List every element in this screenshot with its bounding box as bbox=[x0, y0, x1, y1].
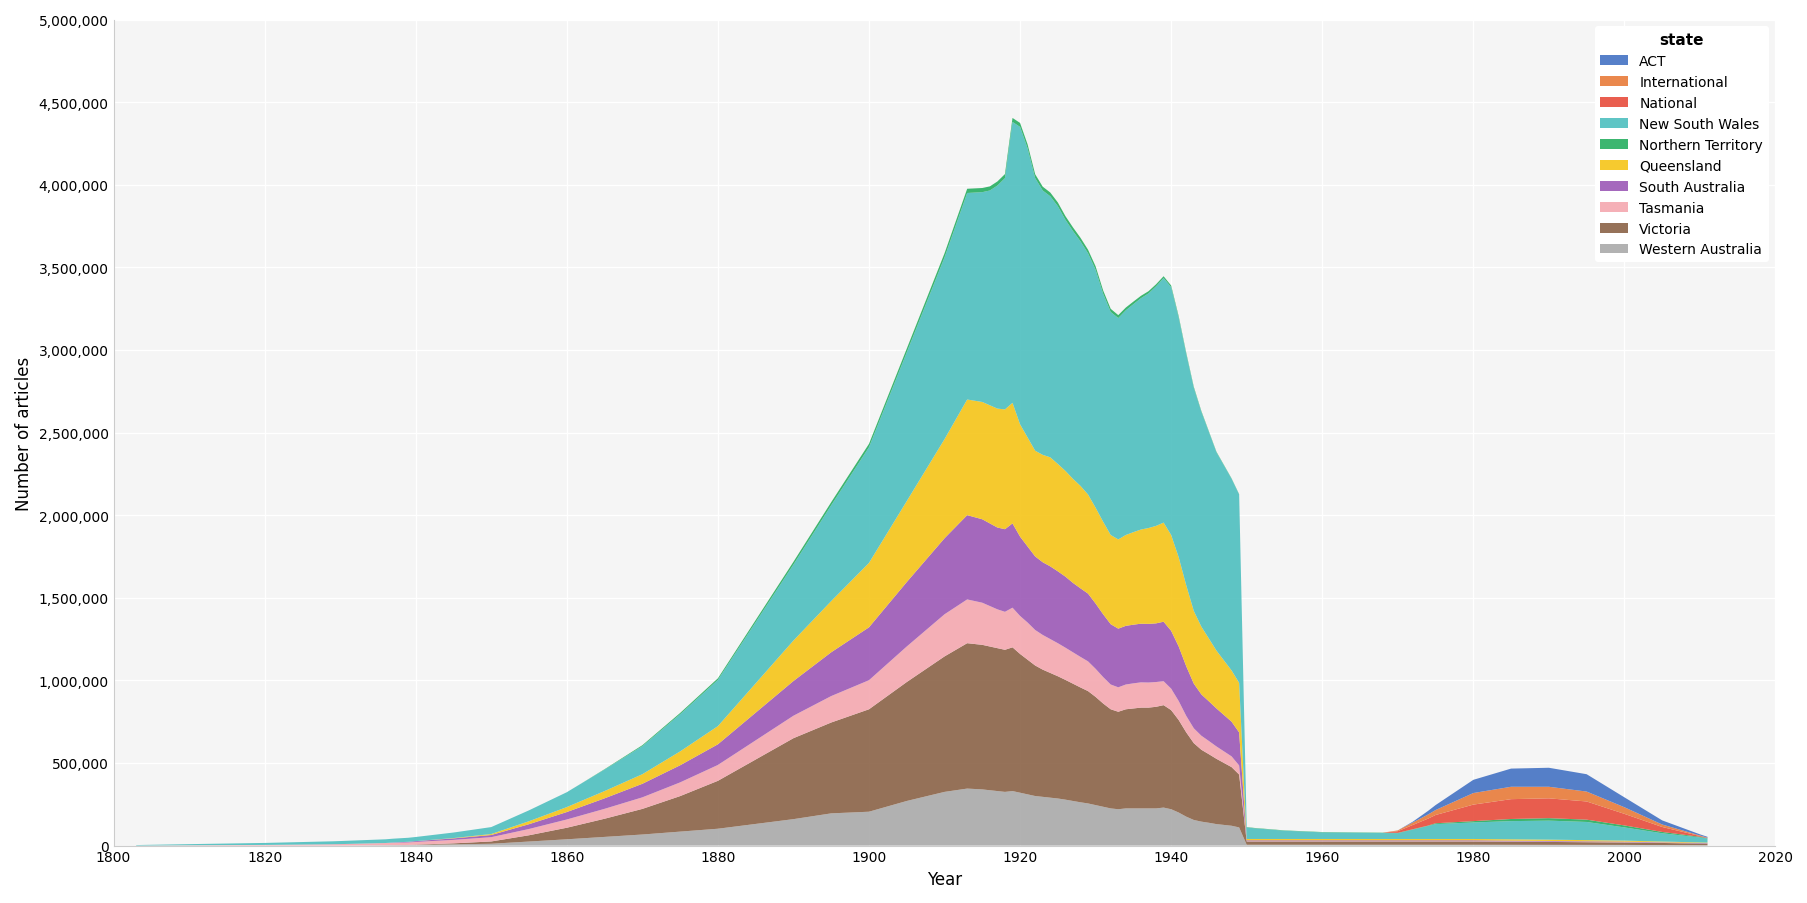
Y-axis label: Number of articles: Number of articles bbox=[14, 356, 33, 510]
X-axis label: Year: Year bbox=[927, 870, 961, 888]
Legend: ACT, International, National, New South Wales, Northern Territory, Queensland, S: ACT, International, National, New South … bbox=[1594, 27, 1767, 263]
